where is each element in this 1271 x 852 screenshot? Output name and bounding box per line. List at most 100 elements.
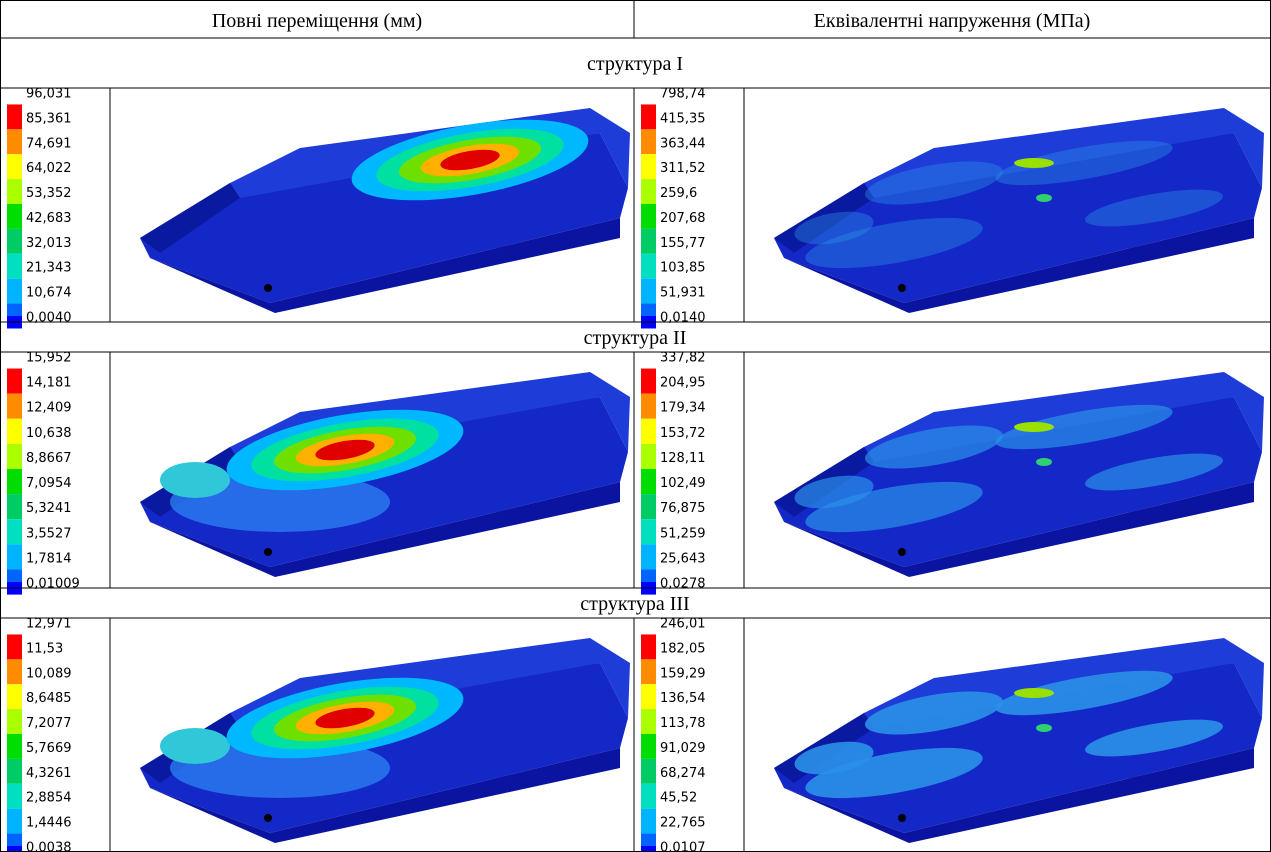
legend-label: 76,875	[660, 501, 706, 516]
legend-band	[641, 684, 656, 709]
legend-band	[7, 154, 22, 179]
legend-band	[641, 444, 656, 469]
legend-label: 0,0040	[26, 311, 72, 326]
legend-label: 2,8854	[26, 791, 72, 806]
legend-band	[7, 469, 22, 494]
legend-label: 22,765	[660, 816, 706, 831]
legend-label: 0,0140	[660, 311, 706, 326]
legend-band	[7, 444, 22, 469]
legend-label: 128,11	[660, 451, 706, 466]
legend-label: 91,029	[660, 741, 706, 756]
wheel	[264, 284, 272, 292]
legend-band	[641, 709, 656, 734]
legend-label: 311,52	[660, 161, 706, 176]
legend-label: 5,3241	[26, 501, 72, 516]
legend-band	[641, 784, 656, 809]
wheel	[898, 814, 906, 822]
legend-band	[7, 369, 22, 394]
legend-band	[7, 229, 22, 254]
legend-label: 1,7814	[26, 551, 72, 566]
legend-band	[641, 759, 656, 784]
legend-band	[641, 809, 656, 834]
legend-label: 11,53	[26, 641, 63, 656]
stress-hotspot	[1014, 422, 1054, 432]
legend-label: 0,0038	[26, 841, 72, 852]
header-cell: Еквівалентні напруження (МПа)	[814, 10, 1091, 32]
legend-label: 21,343	[26, 261, 72, 276]
legend-band	[7, 659, 22, 684]
legend-band	[7, 519, 22, 544]
legend-label: 10,089	[26, 666, 72, 681]
legend-band	[7, 494, 22, 519]
wheel	[898, 284, 906, 292]
legend-label: 7,0954	[26, 476, 72, 491]
legend-band	[641, 519, 656, 544]
patch	[160, 728, 230, 764]
legend-band	[641, 419, 656, 444]
legend-label: 155,77	[660, 236, 706, 251]
legend-band	[641, 634, 656, 659]
legend-band	[7, 734, 22, 759]
legend-label: 8,6485	[26, 691, 72, 706]
legend-band	[641, 659, 656, 684]
legend-label: 42,683	[26, 211, 72, 226]
legend-band	[641, 179, 656, 204]
legend-label: 32,013	[26, 236, 72, 251]
legend-label: 136,54	[660, 691, 706, 706]
legend-label: 153,72	[660, 426, 706, 441]
legend-label: 68,274	[660, 766, 706, 781]
legend-label: 159,29	[660, 666, 706, 681]
legend-band	[641, 254, 656, 279]
section-label: структура III	[580, 593, 689, 615]
legend-label: 207,68	[660, 211, 706, 226]
legend-label: 85,361	[26, 111, 72, 126]
legend-band	[641, 154, 656, 179]
stress-hotspot	[1036, 724, 1052, 732]
legend-label: 103,85	[660, 261, 706, 276]
wheel	[264, 548, 272, 556]
stress-hotspot	[1036, 458, 1052, 466]
legend-label: 96,031	[26, 87, 72, 102]
legend-band	[7, 394, 22, 419]
legend-label: 5,7669	[26, 741, 72, 756]
legend-band	[641, 204, 656, 229]
legend-band	[641, 369, 656, 394]
legend-band	[7, 809, 22, 834]
legend-label: 64,022	[26, 161, 72, 176]
legend-band	[7, 759, 22, 784]
legend-label: 113,78	[660, 716, 706, 731]
legend-label: 363,44	[660, 136, 706, 151]
legend-band	[7, 254, 22, 279]
legend-label: 51,259	[660, 526, 706, 541]
stress-hotspot	[1014, 158, 1054, 168]
legend-label: 179,34	[660, 401, 706, 416]
legend-label: 74,691	[26, 136, 72, 151]
legend-band	[7, 104, 22, 129]
legend-band	[641, 279, 656, 304]
legend-label: 4,3261	[26, 766, 72, 781]
legend-band	[7, 129, 22, 154]
legend-label: 798,74	[660, 87, 706, 102]
wheel	[264, 814, 272, 822]
legend-label: 25,643	[660, 551, 706, 566]
patch	[160, 462, 230, 498]
legend-band	[641, 129, 656, 154]
legend-band	[641, 394, 656, 419]
legend-band	[7, 684, 22, 709]
legend-band	[641, 494, 656, 519]
legend-label: 0,0107	[660, 841, 706, 852]
table: Повні переміщення (мм) Еквівалентні напр…	[0, 0, 1271, 852]
legend-label: 204,95	[660, 376, 706, 391]
legend-band	[7, 784, 22, 809]
legend-label: 246,01	[660, 617, 706, 632]
legend-band	[7, 204, 22, 229]
wheel	[898, 548, 906, 556]
legend-label: 12,409	[26, 401, 72, 416]
legend-label: 415,35	[660, 111, 706, 126]
header-cell: Повні переміщення (мм)	[212, 10, 422, 32]
legend-label: 12,971	[26, 617, 72, 632]
legend-band	[7, 709, 22, 734]
legend-label: 337,82	[660, 351, 706, 366]
legend-label: 51,931	[660, 286, 706, 301]
legend-label: 45,52	[660, 791, 697, 806]
